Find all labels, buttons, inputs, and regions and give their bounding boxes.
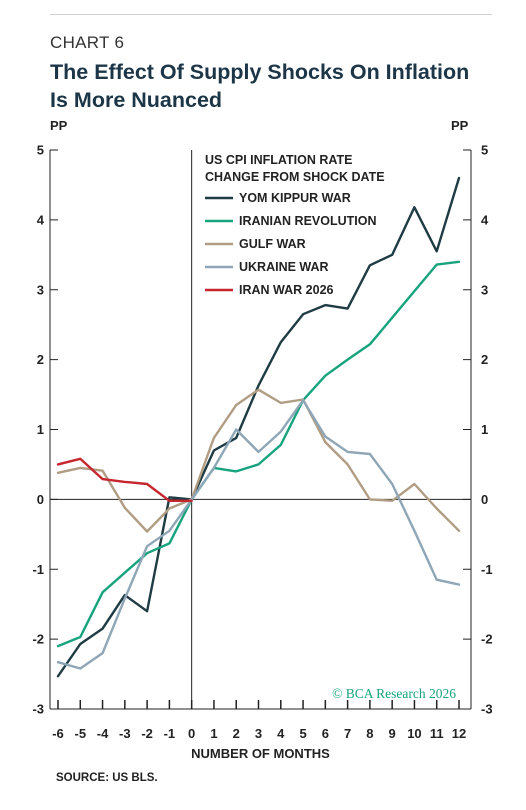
y-tick-label-left: -3 — [32, 702, 44, 717]
x-tick-label: 7 — [344, 726, 351, 741]
y-tick-label-left: 5 — [37, 143, 44, 158]
right-axis-unit: PP — [451, 118, 469, 133]
legend-title-line-1: US CPI INFLATION RATE — [205, 153, 352, 167]
y-tick-label-right: 3 — [481, 282, 488, 297]
x-tick-label: 12 — [452, 726, 466, 741]
y-tick-label-left: 1 — [37, 422, 44, 437]
x-tick-label: 1 — [210, 726, 217, 741]
x-tick-label: -2 — [141, 726, 153, 741]
source-note: SOURCE: US BLS. — [56, 772, 158, 784]
x-tick-label: 9 — [389, 726, 396, 741]
x-tick-label: -6 — [52, 726, 64, 741]
y-tick-label-left: 0 — [37, 492, 44, 507]
title-line-2: Is More Nuanced — [50, 88, 223, 112]
y-tick-label-right: -3 — [481, 702, 493, 717]
series-line-gulf-war — [56, 388, 461, 533]
y-tick-label-left: 2 — [37, 352, 44, 367]
x-tick-label: 8 — [366, 726, 373, 741]
x-tick-label: 11 — [430, 726, 444, 741]
x-tick-label: -3 — [119, 726, 131, 741]
chart-number-label: CHART 6 — [50, 33, 125, 52]
y-tick-label-right: -2 — [481, 632, 493, 647]
series-line-ukraine-war — [56, 399, 461, 670]
legend-entry: YOM KIPPUR WAR — [239, 191, 351, 205]
legend-entry: IRANIAN REVOLUTION — [239, 214, 377, 228]
top-divider — [50, 14, 492, 15]
legend-title-line-2: CHANGE FROM SHOCK DATE — [205, 170, 385, 184]
legend-entry: IRAN WAR 2026 — [239, 283, 334, 297]
y-tick-label-left: -1 — [32, 562, 44, 577]
y-tick-label-left: -2 — [32, 632, 44, 647]
x-tick-label: 10 — [407, 726, 421, 741]
y-tick-label-right: -1 — [481, 562, 493, 577]
x-tick-label: 6 — [322, 726, 329, 741]
x-tick-label: 4 — [277, 726, 285, 741]
y-tick-label-left: 3 — [37, 282, 44, 297]
series-line-iranian-revolution — [56, 260, 461, 648]
x-axis-label: NUMBER OF MONTHS — [191, 746, 330, 761]
x-tick-label: 0 — [188, 726, 195, 741]
x-tick-label: -4 — [97, 726, 109, 741]
y-tick-label-right: 5 — [481, 143, 488, 158]
y-tick-label-left: 4 — [37, 212, 45, 227]
x-tick-label: -1 — [164, 726, 176, 741]
x-tick-label: 2 — [233, 726, 240, 741]
legend-entry: GULF WAR — [239, 237, 306, 251]
series-line-iran-war-2026 — [56, 457, 193, 502]
series-line-yom-kippur-war — [56, 176, 461, 678]
title-line-1: The Effect Of Supply Shocks On Inflation — [50, 60, 470, 84]
legend-entry: UKRAINE WAR — [239, 260, 329, 274]
y-tick-label-right: 0 — [481, 492, 488, 507]
x-tick-label: -5 — [74, 726, 86, 741]
x-tick-label: 3 — [255, 726, 262, 741]
y-tick-label-right: 4 — [481, 212, 489, 227]
left-axis-unit: PP — [50, 118, 68, 133]
copyright-logo: © BCA Research 2026 — [332, 686, 456, 701]
page-title: The Effect Of Supply Shocks On Inflation… — [50, 58, 510, 114]
y-tick-label-right: 1 — [481, 422, 488, 437]
y-tick-label-right: 2 — [481, 352, 488, 367]
x-tick-label: 5 — [299, 726, 306, 741]
